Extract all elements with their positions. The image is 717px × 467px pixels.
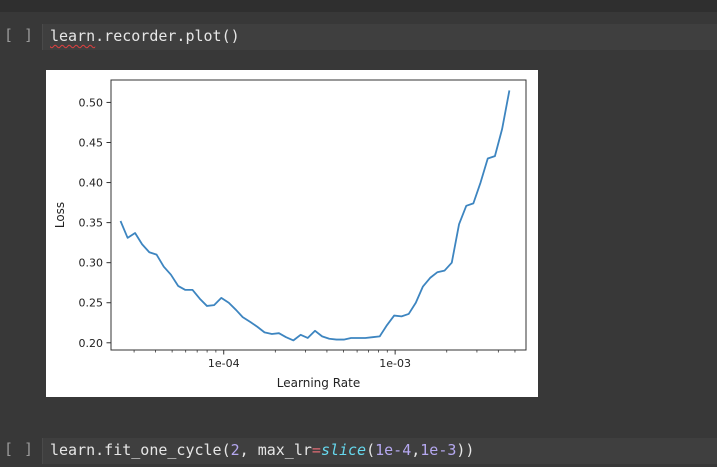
- code-token: ,: [411, 441, 421, 459]
- code-cell-1[interactable]: [42, 24, 717, 50]
- code-token: slice: [320, 441, 367, 459]
- code-cell-2-text[interactable]: learn.fit_one_cycle(2, max_lr=slice(1e-4…: [50, 441, 474, 459]
- x-tick-label: 1e-03: [379, 357, 411, 370]
- y-tick-label: 0.35: [79, 217, 104, 230]
- code-token: .recorder.plot(): [95, 27, 240, 45]
- y-tick-label: 0.50: [79, 96, 104, 109]
- notebook-top-strip: [0, 0, 717, 12]
- y-tick-label: 0.30: [79, 257, 104, 270]
- cell-output-plot: 1e-04 1e-03 0.20 0.25 0.30 0.35 0.40 0.45 0.50 Le…: [46, 70, 538, 397]
- plot-frame: [110, 79, 527, 351]
- cell-prompt-2: [ ]: [4, 440, 35, 458]
- code-token: 1e-3: [420, 441, 457, 459]
- x-tick-label: 1e-04: [208, 357, 240, 370]
- code-token: learn.fit_one_cycle(: [50, 441, 231, 459]
- code-token: learn: [50, 27, 96, 45]
- loss-vs-lr-chart: 1e-04 1e-03 0.20 0.25 0.30 0.35 0.40 0.45 0.50 Le…: [53, 79, 527, 390]
- code-token: 2: [230, 441, 240, 459]
- code-cell-1-text[interactable]: learn.recorder.plot(): [50, 27, 240, 45]
- code-token: 1e-4: [375, 441, 412, 459]
- y-tick-label: 0.20: [79, 337, 104, 350]
- code-token: )): [456, 441, 475, 459]
- y-tick-label: 0.40: [79, 177, 104, 190]
- code-cell-2[interactable]: [42, 438, 717, 464]
- code-token: (: [366, 441, 376, 459]
- loss-series-line: [119, 90, 511, 342]
- y-tick-label: 0.45: [79, 136, 104, 149]
- cell-prompt-1: [ ]: [4, 26, 35, 44]
- y-tick-label: 0.25: [79, 297, 104, 310]
- code-token: , max_lr: [239, 441, 312, 459]
- x-axis-label: Learning Rate: [277, 376, 360, 390]
- y-axis-label: Loss: [53, 202, 67, 228]
- code-token: =: [311, 441, 321, 459]
